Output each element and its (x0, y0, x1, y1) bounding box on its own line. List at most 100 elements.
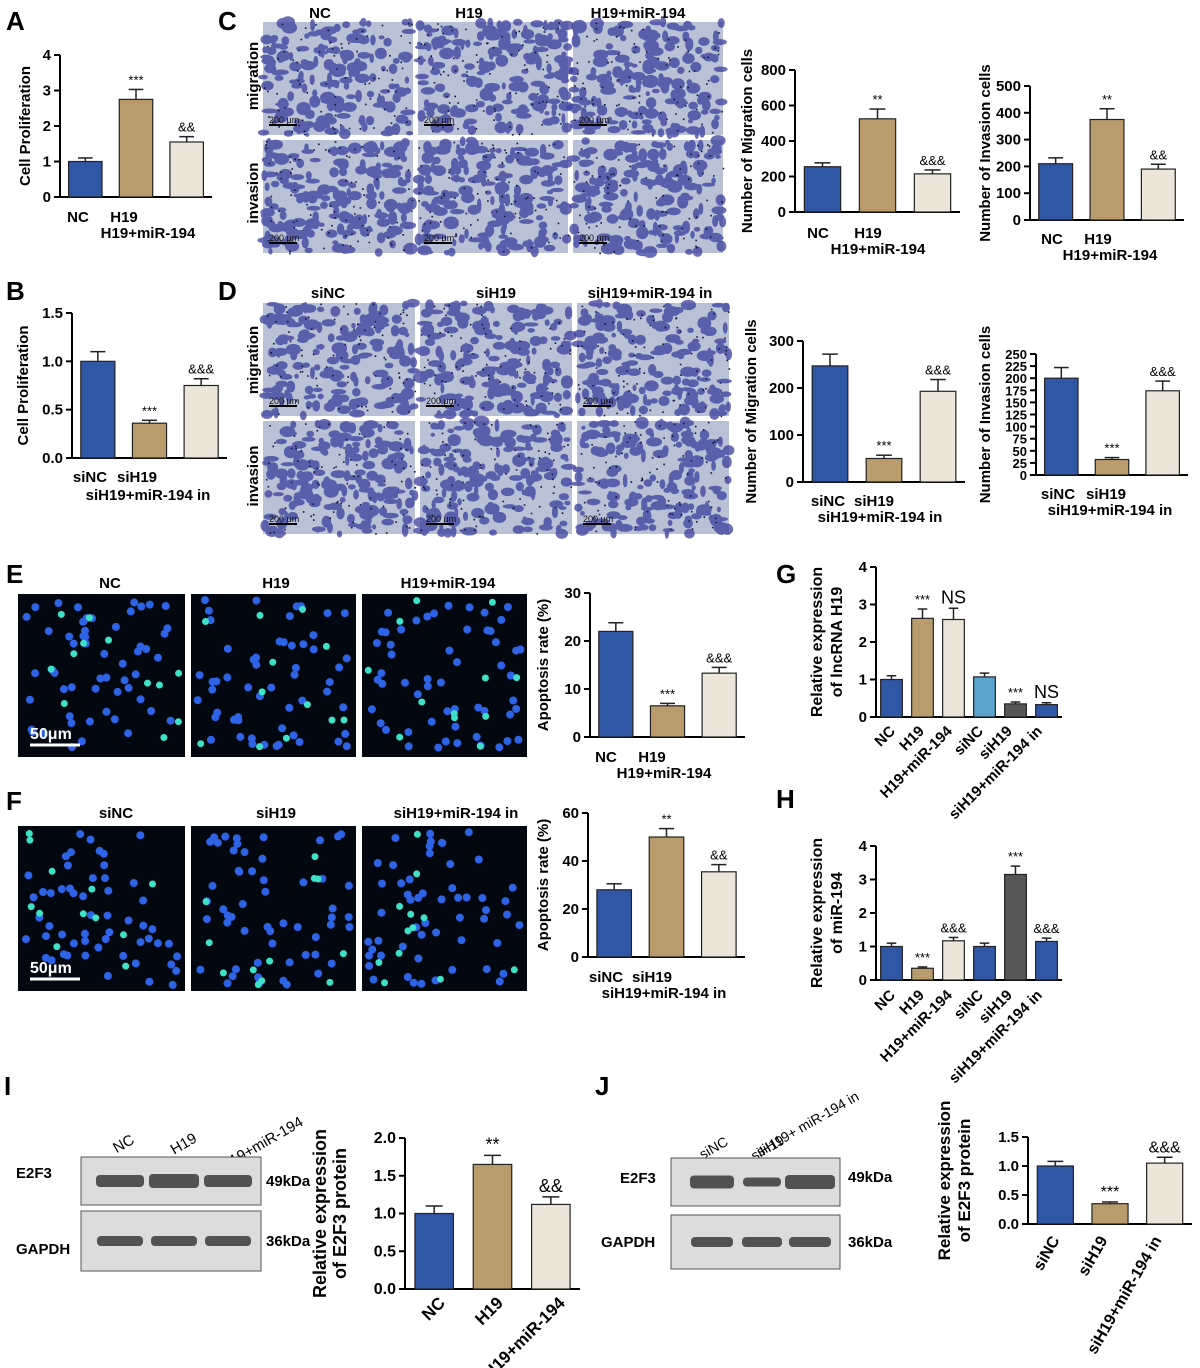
panel-a-bar (68, 160, 103, 198)
panel-c-invasion-significance-label: ** (1102, 92, 1112, 107)
panel-h-bar (880, 945, 903, 981)
panel-d-micrograph-stained-cells (571, 298, 733, 420)
panel-d-migration-ytick-label: 200 (769, 380, 794, 397)
panel-c-migration-ytick-label: 600 (761, 98, 786, 115)
panel-g-ytick-label: 3 (859, 597, 867, 614)
panel-f-bar (648, 836, 685, 958)
panel-g-chart: 0 1 2 3 4 Relative expression of lncRNA H19 NC *… (809, 559, 1062, 823)
panel-a-significance-label: *** (128, 72, 143, 87)
panel-d-micrograph-stained-cells (260, 418, 419, 539)
panel-d-migration-bar (811, 365, 849, 483)
panel-g-bar (1035, 704, 1058, 718)
panel-e-micrograph-apoptotic-nuclei (47, 610, 183, 741)
panel-c-invasion-x-tick-label: H19 (1084, 231, 1112, 248)
panel-e-chart: 0 10 20 30 Apoptosis rate (%) NC *** H19 &&& H19+… (535, 585, 745, 782)
panel-d-invasion-x-tick-label: siH19+miR-194 in (1048, 502, 1173, 519)
panel-j-e2f3-blot-band (785, 1175, 835, 1189)
panel-h-ytick-label: 0 (859, 972, 867, 989)
panel-i-e2f3-blot-band (96, 1175, 144, 1187)
panel-f-chart: 0 20 40 60 Apoptosis rate (%) siNC ** siH19 && si… (535, 805, 745, 1002)
panel-j-bar (1091, 1203, 1129, 1225)
panel-f-micrograph-blue-nuclei (196, 830, 354, 989)
panel-d-micrograph-scale-label: 200 μm (583, 396, 613, 406)
panel-h-ytick-label: 4 (859, 838, 868, 855)
panel-c-invasion-ytick-label: 500 (996, 78, 1021, 95)
panel-a-y-axis-label: Cell Proliferation (17, 66, 34, 186)
panel-b-x-tick-label: siH19 (117, 469, 157, 486)
panel-e-bar (649, 705, 686, 738)
panel-e-significance-label: *** (660, 686, 675, 701)
panel-d-migration-ytick-label: 0 (786, 474, 794, 491)
panel-a-ytick-label: 0 (43, 189, 51, 206)
panel-j-blot-row-label: E2F3 (620, 1170, 656, 1187)
panel-e-micrograph-background (191, 594, 356, 757)
panel-d-micrograph-scale-label: 200 μm (426, 396, 456, 406)
panel-d-migration-x-tick-label: siNC (811, 493, 845, 510)
panel-b-y-axis-label: Cell Proliferation (15, 325, 32, 445)
panel-j-e2f3-blot (670, 1157, 841, 1207)
panel-i-x-tick-label: H19 (471, 1293, 506, 1328)
panel-b-ytick-label: 0.5 (42, 402, 63, 419)
panel-d-row-label: migration (245, 326, 262, 394)
panel-letter-H: H (776, 784, 795, 814)
panel-j-size-label: 49kDa (848, 1169, 893, 1186)
panel-f-micrograph (362, 826, 527, 991)
panel-e-significance-label: &&& (706, 650, 732, 665)
panel-f-micrograph-blue-nuclei (364, 828, 524, 988)
panel-h-significance-label: &&& (940, 920, 966, 935)
panel-letter-F: F (6, 786, 22, 816)
panel-d-micrograph: 200 μm (571, 298, 733, 420)
panel-d-invasion-ytick-label: 125 (1005, 408, 1027, 423)
panel-c-migration-x-tick-label: H19 (854, 225, 882, 242)
panel-h-ytick-label: 3 (859, 872, 867, 889)
panel-e-column-label: H19 (262, 575, 290, 592)
panel-d-invasion-ytick-label: 200 (1005, 371, 1027, 386)
panel-g-bar (1004, 703, 1027, 718)
panel-i-bar (530, 1203, 571, 1290)
panel-c-micrograph-stained-cells (413, 17, 575, 136)
panel-f-x-tick-label: siH19+miR-194 in (602, 985, 727, 1002)
panel-g-ytick-label: 1 (859, 672, 867, 689)
panel-e-micrograph (362, 594, 527, 757)
panel-c-micrograph: 200 μm (257, 137, 418, 257)
panel-i-e2f3-blot (80, 1156, 262, 1206)
panel-c-migration-y-axis-label: Number of Migration cells (739, 49, 756, 233)
panel-d-micrograph-pores (266, 303, 416, 415)
panel-b-x-tick-label: siH19+miR-194 in (86, 487, 211, 504)
panel-c-migration-significance-label: ** (872, 92, 882, 107)
panel-d-migration-bar (919, 390, 957, 483)
panel-e-bar (598, 630, 634, 738)
panel-b-bar (80, 360, 116, 459)
panel-letter-J: J (595, 1071, 609, 1101)
panel-b-bar (183, 384, 219, 459)
panel-c-migration-ytick-label: 400 (761, 133, 786, 150)
panel-i-ytick-label: 1.5 (374, 1168, 396, 1185)
panel-c-micrograph: 200 μm (566, 135, 727, 258)
panel-d-micrograph-scale-label: 200 μm (426, 514, 456, 524)
panel-c-migration-chart: 0 200 400 600 800 Number of Migration cells NC… (739, 49, 960, 258)
panel-j-ytick-label: 1.5 (998, 1129, 1019, 1146)
panel-i-gapdh-blot-band (151, 1236, 197, 1246)
panel-j-significance-label: &&& (1149, 1139, 1181, 1156)
panel-e-x-tick-label: H19 (638, 749, 666, 766)
panel-c-invasion-ytick-label: 200 (996, 158, 1021, 175)
panel-f-ytick-label: 0 (571, 949, 579, 966)
panel-i-y-axis-label: Relative expression (310, 1129, 330, 1298)
panel-i-x-tick-label: NC (418, 1293, 449, 1324)
panel-j-ytick-label: 0.0 (998, 1216, 1019, 1233)
panel-c-migration-bar (858, 118, 897, 213)
panel-i-gapdh-blot (80, 1210, 262, 1272)
panel-j-bar (1036, 1165, 1074, 1225)
panel-e-ytick-label: 30 (564, 585, 581, 602)
panel-c-micrograph-stained-cells (412, 136, 573, 258)
panel-f-micrograph-apoptotic-nuclei (25, 830, 156, 970)
panel-d-migration-ytick-label: 100 (769, 427, 794, 444)
panel-e-column-label: H19+miR-194 (401, 575, 496, 592)
panel-h-bar (911, 967, 934, 981)
panel-d-invasion-ytick-label: 150 (1005, 395, 1027, 410)
panel-d-invasion-ytick-label: 100 (1005, 420, 1027, 435)
panel-e-x-tick-label: H19+miR-194 (617, 765, 712, 782)
panel-a-x-tick-label: NC (67, 209, 89, 226)
panel-d-micrograph-scale-label: 200 μm (269, 396, 299, 406)
panel-c-column-label: H19 (455, 5, 483, 22)
